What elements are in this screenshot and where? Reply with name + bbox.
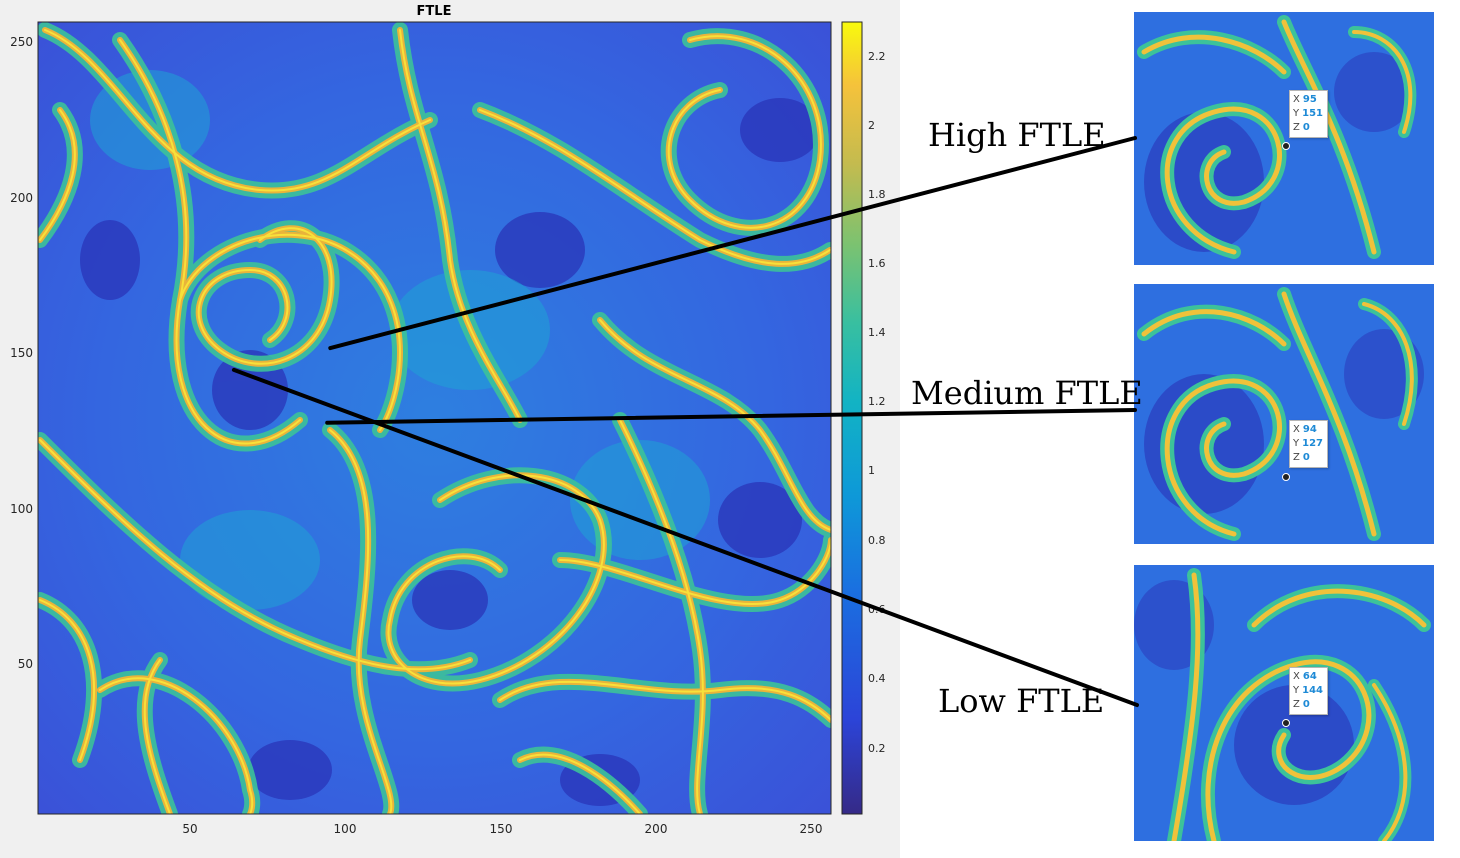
colorbar-gradient xyxy=(841,21,863,815)
datatip-key: X xyxy=(1293,94,1300,105)
y-tick-label: 50 xyxy=(18,657,33,671)
colorbar-tick-label: 0.4 xyxy=(868,672,886,685)
datatip-y-value: 127 xyxy=(1302,438,1323,449)
x-tick-label: 200 xyxy=(645,822,668,836)
colorbar-tick-label: 1 xyxy=(868,464,875,477)
y-tick-label: 250 xyxy=(10,35,33,49)
x-tick-label: 250 xyxy=(800,822,823,836)
datatip-key: Y xyxy=(1293,108,1300,119)
colorbar-tick-label: 1.8 xyxy=(868,188,886,201)
datatip-marker[interactable] xyxy=(1282,719,1290,727)
colorbar-tick-label: 1.4 xyxy=(868,326,886,339)
datatip-key: Y xyxy=(1293,438,1300,449)
colorbar-tick-label: 0.2 xyxy=(868,742,886,755)
datatip-z-value: 0 xyxy=(1302,452,1310,463)
datatip-key: Z xyxy=(1293,452,1300,463)
colorbar-tick-label: 1.2 xyxy=(868,395,886,408)
datatip-marker[interactable] xyxy=(1282,142,1290,150)
y-tick-label: 200 xyxy=(10,191,33,205)
datatip-x-value: 64 xyxy=(1302,671,1317,682)
chart-title: FTLE xyxy=(417,4,452,19)
datatip-x-value: 94 xyxy=(1302,424,1317,435)
ftle-figure: FTLE xyxy=(10,4,886,836)
x-axis: 50 100 150 200 250 xyxy=(182,822,822,836)
x-tick-label: 50 xyxy=(182,822,197,836)
x-tick-label: 150 xyxy=(490,822,513,836)
y-tick-label: 100 xyxy=(10,502,33,516)
callout-label-high: High FTLE xyxy=(928,116,1106,154)
y-axis: 250 200 150 100 50 xyxy=(10,35,33,671)
datatip-y-value: 144 xyxy=(1302,685,1323,696)
colorbar-tick-label: 0.6 xyxy=(868,603,886,616)
figure-panel: FTLE xyxy=(0,0,900,858)
datatip-key: X xyxy=(1293,424,1300,435)
colorbar-tick-label: 2.2 xyxy=(868,50,886,63)
datatip-y-value: 151 xyxy=(1302,108,1323,119)
colorbar-tick-label: 1.6 xyxy=(868,257,886,270)
x-tick-label: 100 xyxy=(334,822,357,836)
datatip-z-value: 0 xyxy=(1302,122,1310,133)
callout-label-medium: Medium FTLE xyxy=(911,374,1143,412)
datatip-key: Y xyxy=(1293,685,1300,696)
callout-label-low: Low FTLE xyxy=(938,682,1105,720)
colorbar-tick-label: 2 xyxy=(868,119,875,132)
datatip-key: X xyxy=(1293,671,1300,682)
datatip-z-value: 0 xyxy=(1302,699,1310,710)
colorbar-tick-label: 0.8 xyxy=(868,534,886,547)
y-tick-label: 150 xyxy=(10,346,33,360)
colorbar: 2.2 2 1.8 1.6 1.4 1.2 1 0.8 0.6 0.4 0.2 xyxy=(841,21,886,815)
datatip-x-value: 95 xyxy=(1302,94,1317,105)
datatip-key: Z xyxy=(1293,122,1300,133)
ftle-heatmap xyxy=(38,22,831,814)
datatip-marker[interactable] xyxy=(1282,473,1290,481)
datatip-key: Z xyxy=(1293,699,1300,710)
